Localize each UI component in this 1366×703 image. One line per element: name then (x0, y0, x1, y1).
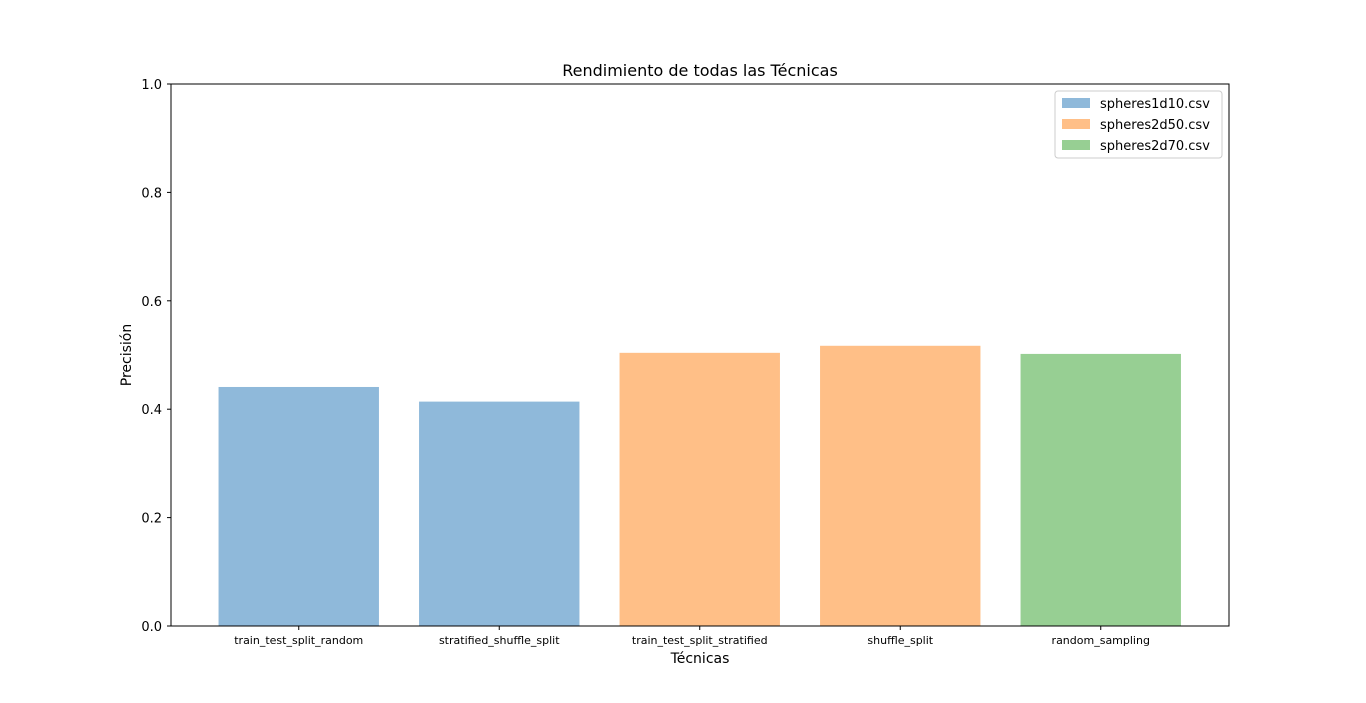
y-axis-label: Precisión (119, 324, 135, 386)
bar (419, 401, 580, 626)
x-tick-label: train_test_split_stratified (632, 634, 768, 647)
legend-label: spheres1d10.csv (1100, 97, 1210, 112)
bar (820, 345, 981, 626)
bar (218, 386, 379, 626)
bar (619, 352, 780, 626)
y-tick-label: 0.6 (141, 295, 162, 310)
legend-swatch (1062, 119, 1090, 129)
legend: spheres1d10.csv spheres2d50.csv spheres2d7… (1054, 90, 1223, 159)
x-tick-label: shuffle_split (867, 634, 933, 647)
y-tick-label: 0.8 (141, 186, 162, 201)
legend-swatch (1062, 98, 1090, 108)
y-axis: 0.0 0.2 0.4 0.6 0.8 1.0 (141, 78, 171, 635)
x-axis: train_test_split_random stratified_shuffl… (234, 626, 1150, 647)
chart-title: Rendimiento de todas las Técnicas (562, 61, 838, 80)
legend-label: spheres2d70.csv (1100, 139, 1210, 154)
y-tick-label: 1.0 (141, 78, 162, 93)
legend-box (1054, 90, 1223, 159)
x-tick-label: stratified_shuffle_split (439, 634, 560, 647)
y-tick-label: 0.4 (141, 403, 162, 418)
legend-swatch (1062, 140, 1090, 150)
bar (1020, 353, 1181, 626)
x-tick-label: random_sampling (1052, 634, 1150, 647)
legend-label: spheres2d50.csv (1100, 118, 1210, 133)
x-axis-label: Técnicas (670, 651, 730, 667)
bars-group (218, 345, 1181, 626)
y-tick-label: 0.0 (141, 620, 162, 635)
y-tick-label: 0.2 (141, 512, 162, 527)
x-tick-label: train_test_split_random (234, 634, 363, 647)
